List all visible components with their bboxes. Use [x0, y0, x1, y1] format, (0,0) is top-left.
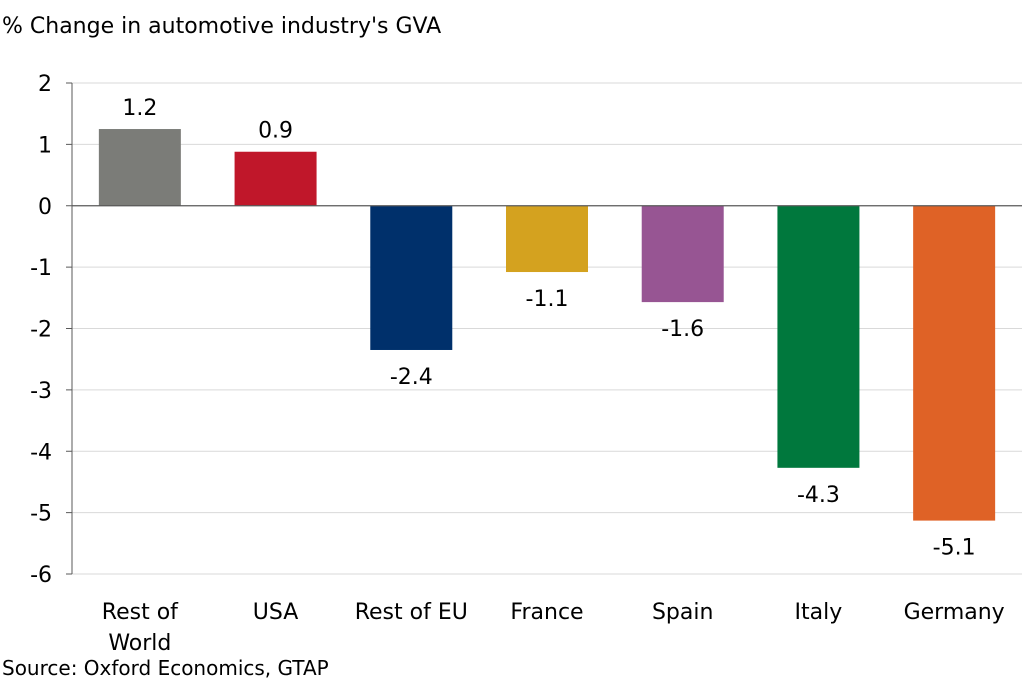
bar [98, 129, 181, 206]
x-tick-label: World [108, 631, 171, 656]
bars [98, 129, 996, 521]
x-tick-label: Germany [904, 600, 1005, 625]
y-tick-label: -6 [30, 563, 52, 588]
data-label: -4.3 [797, 483, 840, 508]
y-tick-label: -3 [30, 379, 52, 404]
y-tick-label: 2 [38, 72, 52, 97]
y-tick-label: -4 [30, 440, 52, 465]
data-label: 1.2 [122, 96, 157, 121]
y-tick-label: 0 [38, 195, 52, 220]
data-label: -2.4 [390, 365, 433, 390]
bar [506, 205, 588, 273]
data-label: -1.1 [526, 287, 569, 312]
y-tick-label: -1 [30, 256, 52, 281]
data-label: -5.1 [933, 536, 976, 561]
source-note: Source: Oxford Economics, GTAP [2, 656, 329, 680]
bar [913, 205, 996, 521]
x-tick-label: Rest of EU [355, 600, 468, 625]
bar [234, 151, 317, 206]
x-tick-label: Italy [795, 600, 843, 625]
x-tick-label: USA [253, 600, 299, 625]
x-tick-label: France [510, 600, 583, 625]
y-axis-title: % Change in automotive industry's GVA [2, 14, 442, 39]
y-tick-label: -2 [30, 318, 52, 343]
y-tick-label: 1 [38, 133, 52, 158]
data-label: -1.6 [661, 317, 704, 342]
bar [641, 205, 724, 303]
gridlines [72, 82, 1022, 575]
x-tick-label: Spain [652, 600, 713, 625]
x-tick-label: Rest of [102, 600, 179, 625]
x-axis-labels: Rest of World USA Rest of EU France Spain Ital… [102, 600, 1005, 656]
data-label: 0.9 [258, 119, 293, 144]
bar [370, 205, 453, 350]
y-axis: 2 1 0 -1 -2 -3 -4 -5 -6 [30, 72, 73, 588]
bar [777, 205, 860, 468]
y-tick-label: -5 [30, 502, 52, 527]
data-labels: 1.2 0.9 -2.4 -1.1 -1.6 -4.3 -5.1 [122, 96, 975, 561]
